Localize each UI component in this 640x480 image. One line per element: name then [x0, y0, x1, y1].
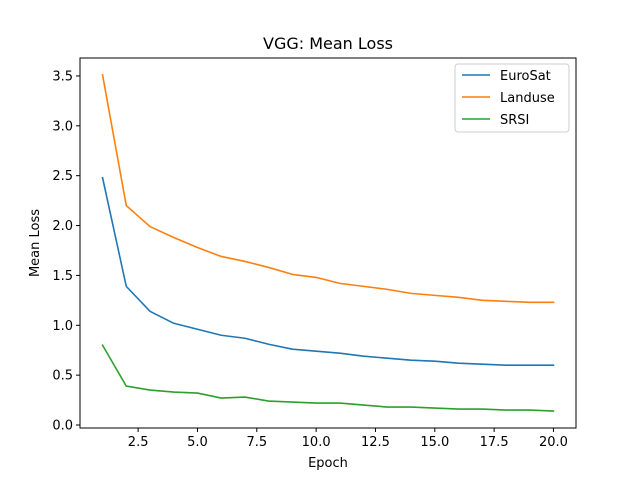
legend-label-landuse: Landuse — [500, 91, 555, 106]
y-axis-label: Mean Loss — [28, 209, 43, 277]
x-tick-label: 17.5 — [480, 435, 509, 450]
y-tick-label: 1.5 — [52, 269, 73, 284]
y-tick-label: 2.5 — [52, 169, 73, 184]
series-layer — [101, 74, 555, 412]
series-line-landuse — [101, 74, 555, 304]
legend-label-eurosat: EuroSat — [500, 69, 551, 84]
chart-title: VGG: Mean Loss — [263, 34, 393, 53]
y-tick-label: 3.0 — [52, 119, 73, 134]
y-tick-label: 3.5 — [52, 69, 73, 84]
x-axis: 2.5 5.0 7.5 10.0 12.5 15.0 17.5 20.0 — [128, 428, 568, 450]
legend-box — [454, 63, 570, 133]
x-tick-label: 15.0 — [420, 435, 449, 450]
y-tick-label: 0.5 — [52, 369, 73, 384]
x-tick-label: 2.5 — [128, 435, 149, 450]
x-tick-label: 12.5 — [361, 435, 390, 450]
legend: EuroSat Landuse SRSI — [454, 63, 570, 133]
legend-label-srsi: SRSI — [500, 113, 529, 128]
x-axis-label: Epoch — [308, 456, 348, 471]
y-axis: 0.0 0.5 1.0 1.5 2.0 2.5 3.0 3.5 — [52, 69, 80, 434]
x-tick-label: 7.5 — [246, 435, 267, 450]
x-tick-label: 20.0 — [539, 435, 568, 450]
series-line-eurosat — [101, 176, 555, 366]
x-tick-label: 10.0 — [302, 435, 331, 450]
series-line-srsi — [101, 344, 555, 412]
y-tick-label: 0.0 — [52, 419, 73, 434]
y-tick-label: 2.0 — [52, 219, 73, 234]
plot-area-frame — [79, 57, 577, 429]
x-tick-label: 5.0 — [187, 435, 208, 450]
y-tick-label: 1.0 — [52, 319, 73, 334]
